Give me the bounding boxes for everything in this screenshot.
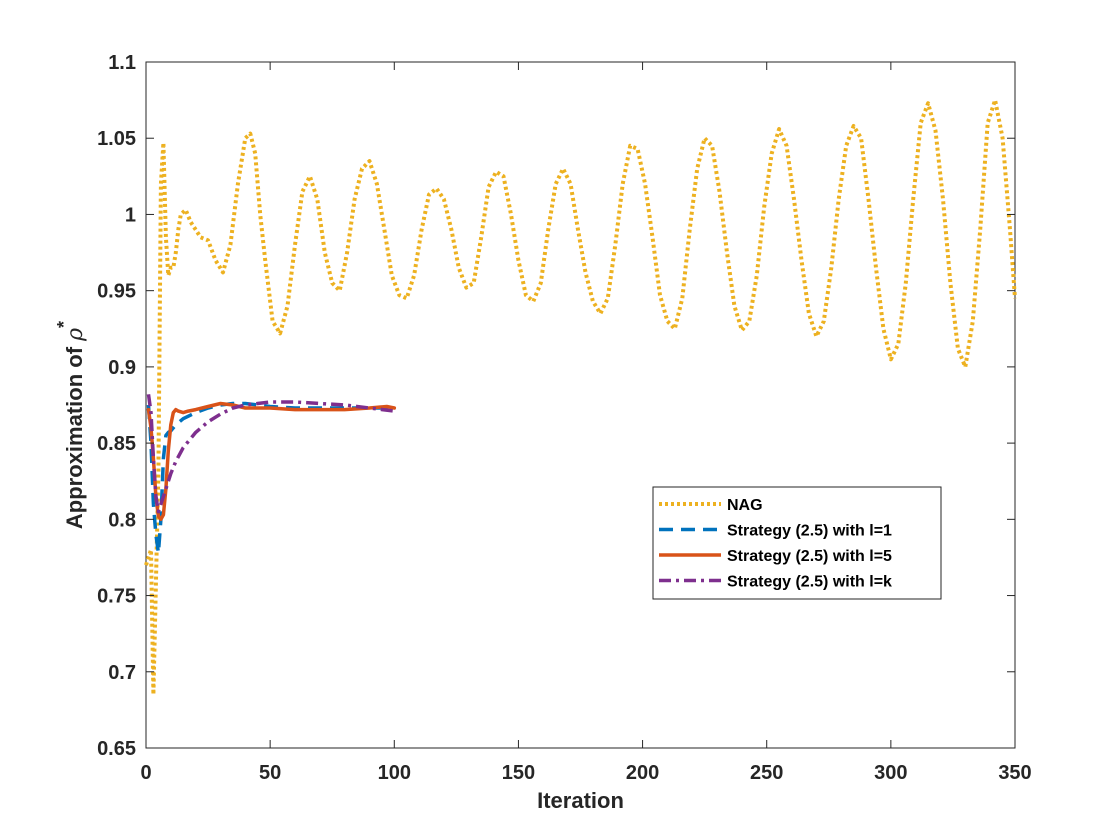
series-line-nag (144, 98, 1017, 697)
x-tick-label: 300 (874, 762, 907, 784)
y-tick-label: 0.85 (97, 433, 136, 455)
x-tick-label: 200 (626, 762, 659, 784)
legend: NAG Strategy (2.5) with l=1 Strategy (2.5)… (652, 486, 942, 600)
plot-area (145, 61, 1016, 749)
y-tick-label: 0.95 (97, 281, 136, 303)
legend-label: Strategy (2.5) with l=5 (727, 548, 892, 565)
y-tick-label: 1.05 (97, 128, 136, 150)
y-tick-label: 1 (125, 204, 136, 226)
legend-label: NAG (727, 497, 763, 514)
y-tick-label: 0.7 (108, 662, 136, 684)
x-tick-label: 0 (140, 762, 151, 784)
series-layer (144, 98, 1017, 697)
x-tick-label: 50 (259, 762, 281, 784)
series-line-strategy-2-5-with-l-k (146, 394, 395, 514)
x-tick-label: 350 (998, 762, 1031, 784)
y-tick-label: 0.75 (97, 586, 136, 608)
x-tick-label: 250 (750, 762, 783, 784)
legend-label: Strategy (2.5) with l=1 (727, 523, 892, 540)
x-tick-label: 100 (378, 762, 411, 784)
y-tick-label: 1.1 (108, 52, 136, 74)
y-axis-title-prefix: Approximation of (62, 341, 87, 529)
x-axis-title: Iteration (537, 788, 624, 813)
y-tick-label: 0.8 (108, 509, 136, 531)
y-axis-title-symbol: ρ (63, 328, 88, 342)
legend-label: Strategy (2.5) with l=k (727, 574, 892, 591)
y-tick-label: 0.65 (97, 738, 136, 760)
x-tick-label: 150 (502, 762, 535, 784)
plot-frame (145, 61, 1016, 749)
y-tick-label: 0.9 (108, 357, 136, 379)
y-axis-title: Approximation of ρ* (54, 321, 88, 529)
tick-layer: 0 50 100 150 200 250 300 350 0.65 0.7 0.75 0.8 0.85 0… (97, 52, 1032, 784)
y-axis-title-superscript: * (54, 321, 74, 328)
series-line-strategy-2-5-with-l-5 (146, 401, 397, 522)
